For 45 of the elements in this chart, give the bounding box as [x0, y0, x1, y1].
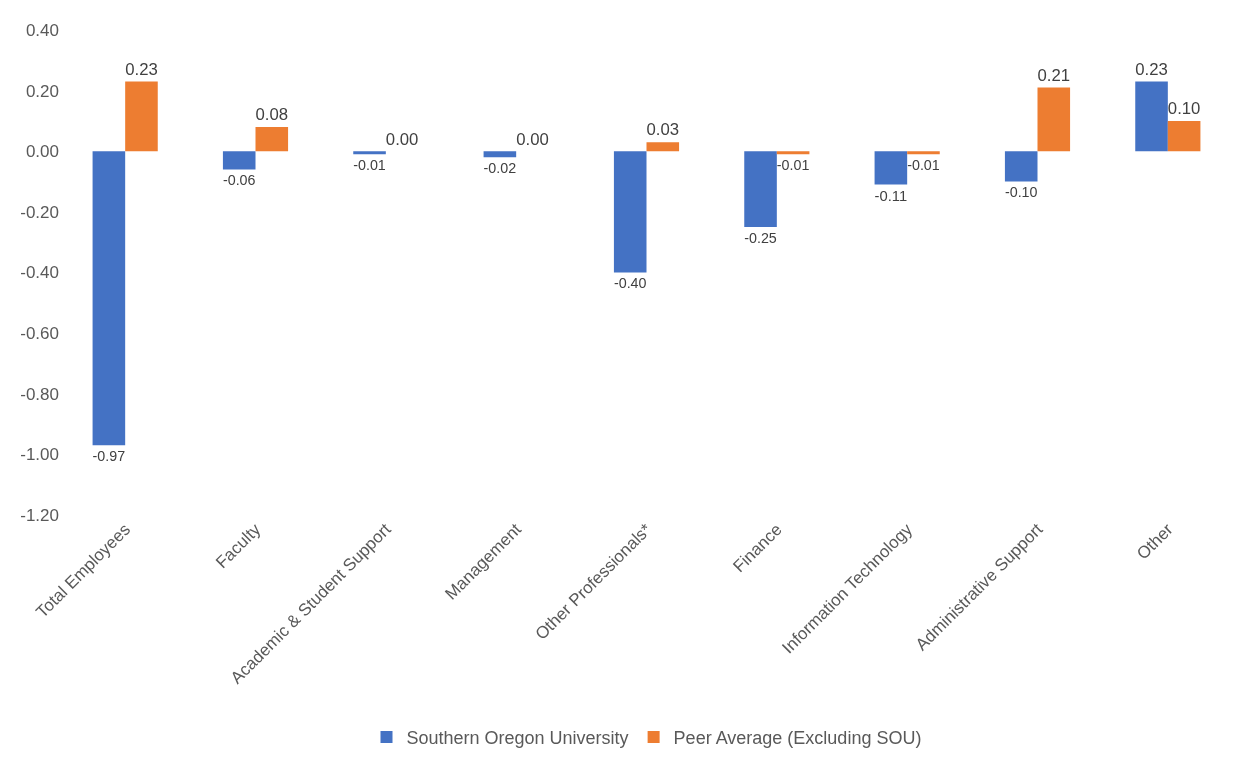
data-label: 0.10: [1167, 99, 1201, 119]
data-label: 0.23: [125, 59, 158, 79]
data-label: 0.00: [516, 129, 549, 149]
data-label: 0.00: [385, 129, 419, 149]
y-tick-label: -1.00: [20, 445, 59, 465]
y-tick-label: 0.00: [25, 142, 59, 162]
y-tick-label: -0.20: [20, 202, 59, 222]
y-tick-label: -0.40: [20, 263, 59, 283]
bar: [874, 151, 908, 185]
bar: [125, 81, 158, 152]
y-tick-label: -0.80: [20, 384, 59, 404]
bar: [613, 151, 647, 273]
y-tick-label: -1.20: [20, 505, 59, 525]
data-label: 0.08: [255, 105, 289, 125]
bar: [907, 151, 940, 155]
data-label: -0.02: [483, 160, 517, 177]
data-label: -0.40: [613, 275, 647, 292]
bar: [646, 142, 680, 152]
data-label: -0.97: [92, 447, 126, 464]
y-tick-label: 0.20: [25, 81, 59, 101]
bar: [1037, 87, 1071, 152]
data-label: 0.23: [1135, 59, 1168, 79]
data-label: -0.01: [776, 156, 810, 173]
bar: [776, 151, 810, 155]
bar: [255, 127, 289, 152]
bar: [1135, 81, 1168, 152]
bar: [222, 151, 256, 170]
data-label: 0.21: [1037, 65, 1071, 85]
legend-label: Southern Oregon University: [406, 727, 629, 748]
data-label: -0.25: [744, 229, 777, 246]
bar: [1004, 151, 1038, 182]
data-label: -0.06: [222, 172, 256, 189]
y-tick-label: 0.40: [25, 20, 59, 40]
data-label: -0.01: [907, 156, 940, 173]
data-label: -0.10: [1004, 184, 1038, 201]
bar: [744, 151, 777, 228]
y-tick-label: -0.60: [20, 324, 59, 344]
legend-label: Peer Average (Excluding SOU): [673, 727, 922, 748]
data-label: -0.11: [874, 187, 908, 204]
bar: [92, 151, 126, 446]
bar: [353, 151, 386, 155]
bar: [1167, 120, 1201, 152]
bar: [483, 151, 517, 158]
data-label: -0.01: [353, 156, 386, 173]
data-label: 0.03: [646, 120, 680, 140]
